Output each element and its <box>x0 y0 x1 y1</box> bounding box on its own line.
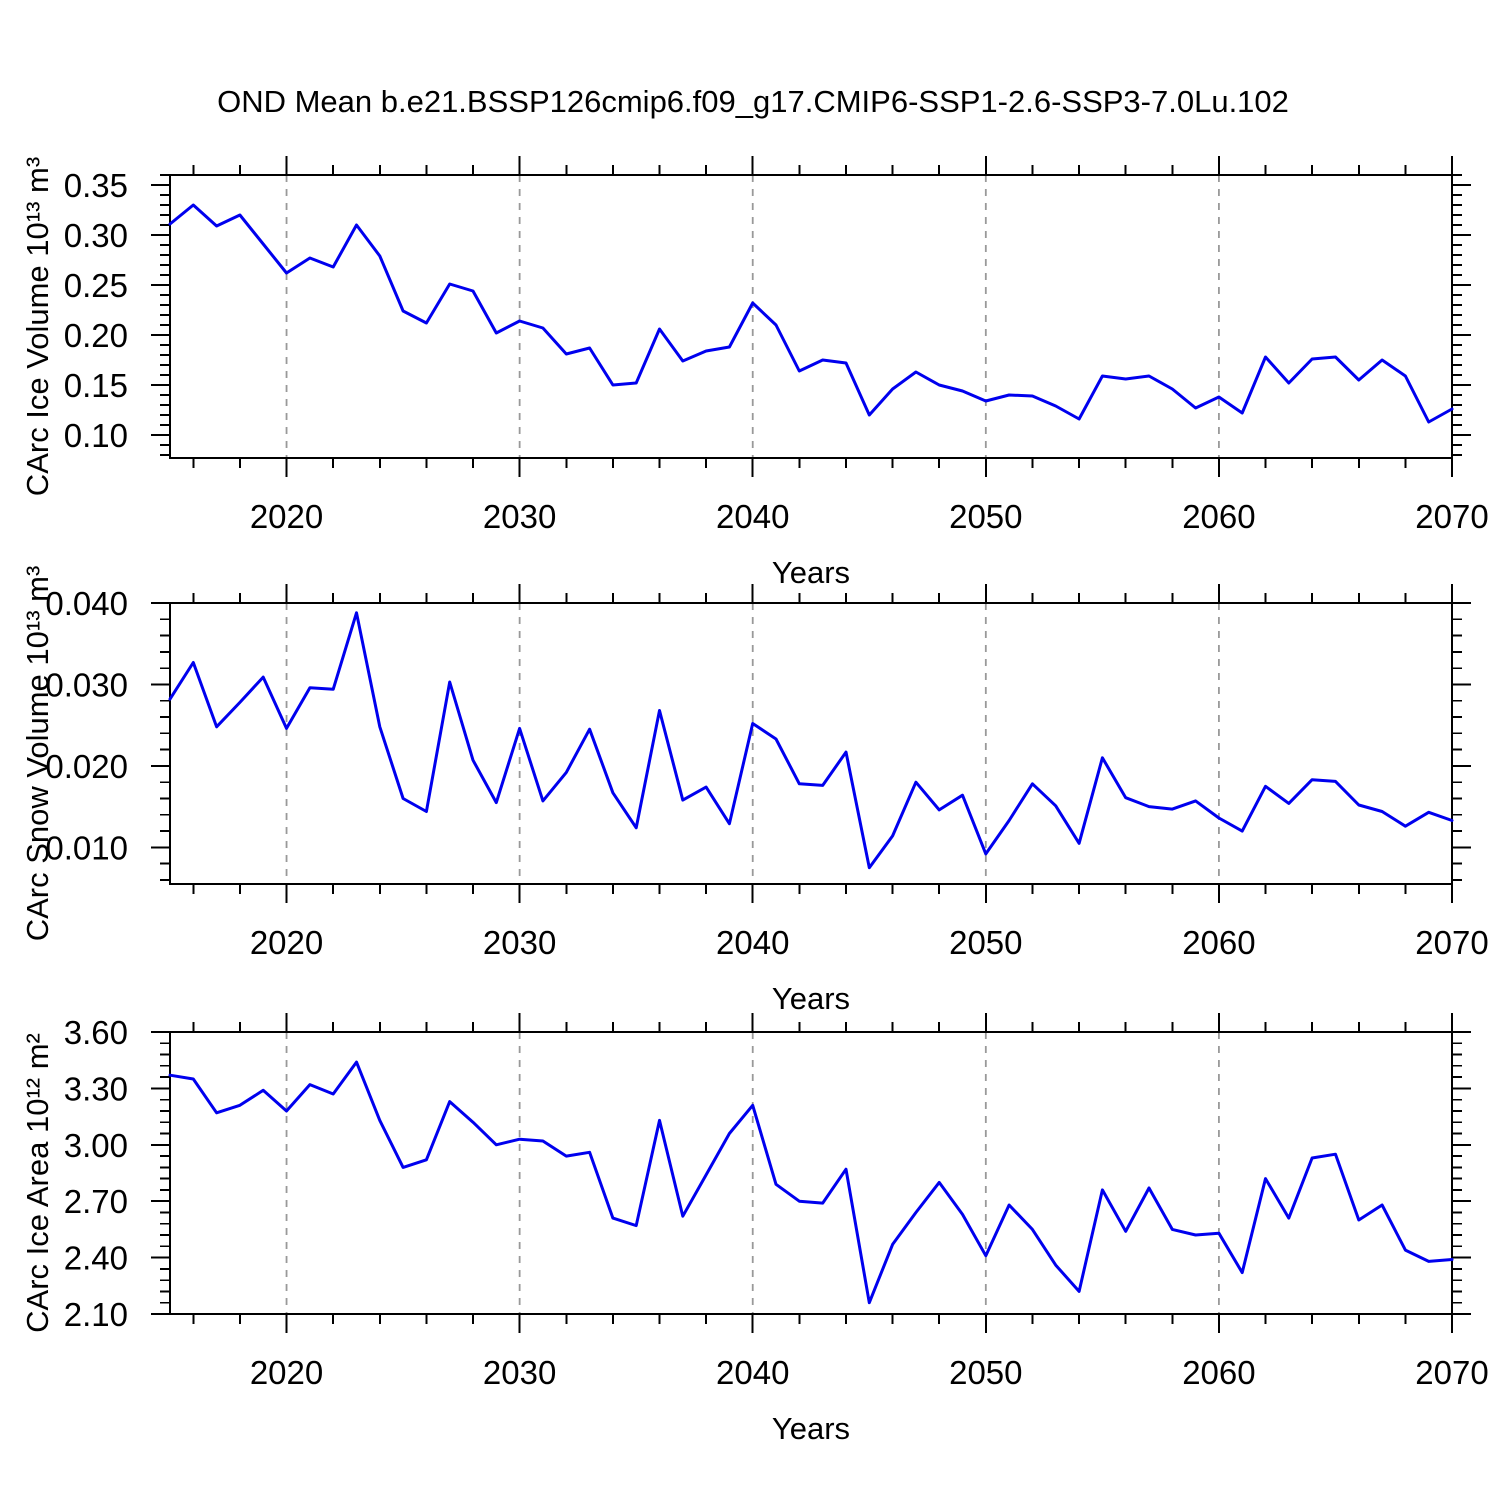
y-tick-label: 0.30 <box>64 217 128 254</box>
y-tick-label: 2.40 <box>64 1240 128 1277</box>
x-tick-label: 2030 <box>483 1354 556 1391</box>
plot-frame <box>169 174 1453 459</box>
y-tick-label: 3.60 <box>64 1014 128 1051</box>
x-tick-label: 2070 <box>1415 498 1488 535</box>
data-line-snow-volume <box>168 611 1454 870</box>
x-tick-label: 2060 <box>1182 1354 1255 1391</box>
y-tick-label: 0.020 <box>45 748 128 785</box>
x-tick-label: 2020 <box>250 924 323 961</box>
data-line-ice-volume <box>168 203 1454 424</box>
panel-snow-volume: 2020 2030 2040 2050 2060 2070 0.010 0.020 0.030 0… <box>20 566 1489 1016</box>
y-tick-label: 0.030 <box>45 666 128 703</box>
y-tick-label: 3.30 <box>64 1070 128 1107</box>
x-tick-label: 2050 <box>949 924 1022 961</box>
y-tick-label: 3.00 <box>64 1127 128 1164</box>
data-line-ice-area <box>168 1060 1454 1305</box>
y-tick-label: 2.10 <box>64 1296 128 1333</box>
y-axis-title: CArc Ice Area 10¹² m² <box>20 1033 55 1333</box>
y-tick-label: 0.35 <box>64 167 128 204</box>
y-tick-label: 0.010 <box>45 829 128 866</box>
x-axis-title: Years <box>772 555 850 590</box>
y-axis-title: CArc Snow Volume 10¹³ m³ <box>20 566 55 942</box>
y-tick-label: 0.10 <box>64 417 128 454</box>
x-tick-label: 2050 <box>949 498 1022 535</box>
y-tick-label: 0.15 <box>64 367 128 404</box>
x-tick-label: 2030 <box>483 924 556 961</box>
x-tick-label: 2050 <box>949 1354 1022 1391</box>
y-axis-title: CArc Ice Volume 10¹³ m³ <box>20 157 55 496</box>
plot-frame <box>169 602 1453 885</box>
panel-ice-volume: 2020 2030 2040 2050 2060 2070 0.10 0.15 0.20 0.25… <box>20 156 1489 590</box>
x-axis-title: Years <box>772 981 850 1016</box>
plot-frame <box>169 1031 1453 1315</box>
y-tick-label: 2.70 <box>64 1183 128 1220</box>
x-axis-title: Years <box>772 1411 850 1446</box>
x-tick-label: 2060 <box>1182 498 1255 535</box>
x-tick-label: 2040 <box>716 924 789 961</box>
figure-title: OND Mean b.e21.BSSP126cmip6.f09_g17.CMIP… <box>217 84 1289 119</box>
x-tick-label: 2040 <box>716 1354 789 1391</box>
x-tick-label: 2020 <box>250 498 323 535</box>
x-tick-label: 2060 <box>1182 924 1255 961</box>
y-tick-label: 0.25 <box>64 267 128 304</box>
x-tick-label: 2020 <box>250 1354 323 1391</box>
y-tick-label: 0.20 <box>64 317 128 354</box>
x-tick-label: 2070 <box>1415 924 1488 961</box>
x-tick-label: 2070 <box>1415 1354 1488 1391</box>
panel-ice-area: 2020 2030 2040 2050 2060 2070 2.10 2.40 2.70 3.00… <box>20 1013 1489 1446</box>
x-tick-label: 2040 <box>716 498 789 535</box>
x-tick-label: 2030 <box>483 498 556 535</box>
y-tick-label: 0.040 <box>45 585 128 622</box>
